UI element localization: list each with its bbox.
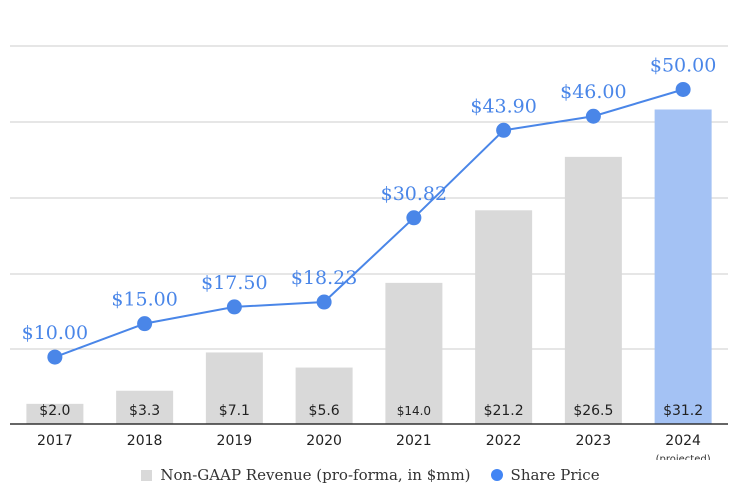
bar-label-2020: $5.6 bbox=[309, 403, 340, 419]
x-tick-2022: 2022 bbox=[486, 433, 522, 449]
share-price-label-2021: $30.82 bbox=[381, 183, 447, 205]
share-price-point-2023 bbox=[585, 108, 601, 124]
share-price-label-2020: $18.23 bbox=[291, 267, 357, 289]
share-price-point-2024 bbox=[675, 81, 691, 97]
x-tick-2021: 2021 bbox=[396, 433, 432, 449]
bar-2017 bbox=[26, 403, 84, 424]
bar-2018 bbox=[116, 390, 174, 424]
bar-2021 bbox=[385, 282, 443, 424]
share-price-point-2018 bbox=[137, 316, 153, 332]
share-price-label-2022: $43.90 bbox=[470, 95, 536, 117]
share-price-point-2022 bbox=[496, 122, 512, 138]
share-price-label-2024: $50.00 bbox=[650, 54, 716, 76]
chart: $2.0 $3.3 $7.1 $5.6 $14.0 $21.2 $26.5 $31.2 2017… bbox=[10, 45, 728, 460]
legend-item-revenue: Non-GAAP Revenue (pro-forma, in $mm) bbox=[141, 466, 471, 484]
bar-label-2024: $31.2 bbox=[663, 403, 703, 419]
legend-item-share-price: Share Price bbox=[490, 466, 600, 484]
x-tick-2023: 2023 bbox=[576, 433, 612, 449]
bar-label-2021: $14.0 bbox=[397, 404, 431, 418]
x-tick-2020: 2020 bbox=[306, 433, 342, 449]
share-price-point-2020 bbox=[316, 294, 332, 310]
legend-swatch-share-price bbox=[490, 469, 503, 481]
share-price-label-2017: $10.00 bbox=[22, 322, 88, 344]
legend-label-revenue: Non-GAAP Revenue (pro-forma, in $mm) bbox=[160, 466, 471, 484]
x-tick-sublabel-2024: (projected) bbox=[656, 454, 711, 460]
bar-2024 bbox=[654, 109, 712, 424]
share-price-line bbox=[54, 88, 684, 359]
x-tick-2018: 2018 bbox=[127, 433, 163, 449]
x-tick-2019: 2019 bbox=[217, 433, 253, 449]
bar-label-2023: $26.5 bbox=[573, 403, 613, 419]
share-price-label-2019: $17.50 bbox=[201, 272, 267, 294]
x-tick-2017: 2017 bbox=[37, 433, 73, 449]
legend: Non-GAAP Revenue (pro-forma, in $mm) Sha… bbox=[0, 464, 741, 486]
bar-2022 bbox=[475, 210, 533, 424]
share-price-point-2019 bbox=[226, 299, 242, 315]
bar-2023 bbox=[564, 156, 622, 424]
bar-label-2018: $3.3 bbox=[129, 403, 160, 419]
legend-label-share-price: Share Price bbox=[510, 466, 600, 484]
share-price-point-2021 bbox=[406, 210, 422, 226]
share-price-label-2018: $15.00 bbox=[111, 289, 177, 311]
bar-label-2017: $2.0 bbox=[39, 403, 70, 419]
bar-2019 bbox=[205, 352, 263, 424]
legend-swatch-revenue bbox=[141, 469, 153, 481]
x-tick-2024: 2024 bbox=[665, 433, 701, 449]
share-price-point-2017 bbox=[47, 349, 63, 365]
bar-label-2022: $21.2 bbox=[484, 403, 524, 419]
bar-label-2019: $7.1 bbox=[219, 403, 250, 419]
share-price-label-2023: $46.00 bbox=[560, 81, 626, 103]
bar-2020 bbox=[295, 367, 353, 424]
